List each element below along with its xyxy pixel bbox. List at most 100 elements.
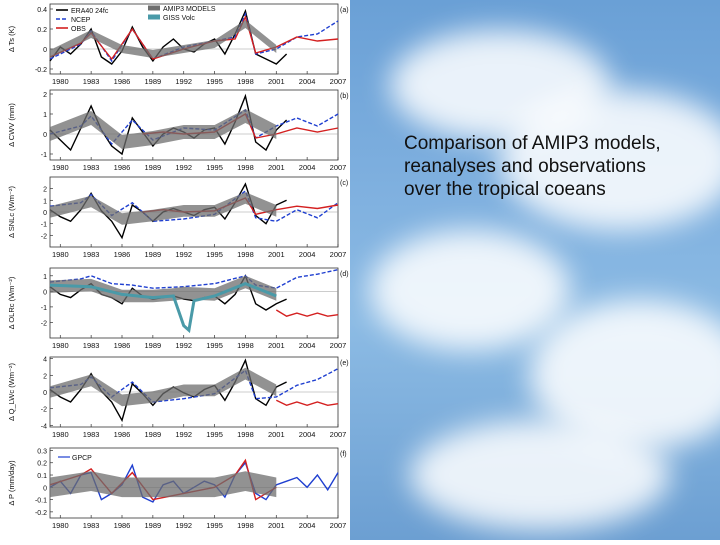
- x-tick-label: 1998: [237, 163, 254, 172]
- y-axis-label: Δ SNLc (Wm⁻²): [7, 186, 16, 238]
- x-tick-label: 2001: [268, 250, 285, 259]
- x-tick-label: 1989: [145, 521, 162, 530]
- x-tick-label: 2007: [330, 77, 347, 86]
- series-band-amip3: [50, 20, 277, 58]
- series-line-giss-volc: [49, 281, 277, 334]
- y-tick-label: -2: [41, 233, 47, 240]
- y-tick-label: -0.2: [35, 510, 47, 517]
- y-tick-label: -1: [41, 222, 47, 229]
- x-tick-label: 2004: [299, 250, 316, 259]
- legend-label: OBS: [71, 26, 86, 33]
- x-tick-label: 1995: [206, 77, 223, 86]
- x-tick-label: 1992: [175, 77, 192, 86]
- x-tick-label: 1992: [175, 521, 192, 530]
- x-tick-label: 1998: [237, 430, 254, 439]
- y-tick-label: 0.4: [37, 7, 47, 14]
- panel-label: (f): [340, 451, 347, 458]
- x-tick-label: 1980: [52, 430, 69, 439]
- y-axis-label: Δ Q_LWc (Wm⁻²): [7, 363, 16, 421]
- x-tick-label: 1986: [114, 163, 131, 172]
- y-tick-label: 1: [43, 112, 47, 119]
- legend-label: GISS Volc: [163, 15, 195, 22]
- x-tick-label: 2001: [268, 341, 285, 350]
- y-tick-label: -2: [41, 320, 47, 327]
- x-tick-label: 1989: [145, 77, 162, 86]
- x-tick-label: 1980: [52, 521, 69, 530]
- y-tick-label: -0.1: [35, 498, 47, 505]
- series-line-obs: [275, 309, 339, 317]
- y-axis-label: Δ P (mm/day): [7, 460, 16, 506]
- x-tick-label: 1989: [145, 163, 162, 172]
- y-tick-label: -1: [41, 152, 47, 159]
- x-tick-label: 2001: [268, 163, 285, 172]
- x-tick-label: 2001: [268, 77, 285, 86]
- x-tick-label: 1995: [206, 250, 223, 259]
- x-tick-label: 1983: [83, 430, 100, 439]
- x-tick-label: 1995: [206, 163, 223, 172]
- y-tick-label: 2: [43, 187, 47, 194]
- y-tick-label: 1: [43, 198, 47, 205]
- x-tick-label: 2001: [268, 521, 285, 530]
- x-tick-label: 1995: [206, 430, 223, 439]
- y-tick-label: 2: [43, 373, 47, 380]
- y-tick-label: -2: [41, 407, 47, 414]
- y-tick-label: 0: [43, 390, 47, 397]
- x-tick-label: 2007: [330, 163, 347, 172]
- x-tick-label: 2007: [330, 521, 347, 530]
- x-tick-label: 1983: [83, 77, 100, 86]
- x-tick-label: 1980: [52, 250, 69, 259]
- x-tick-label: 1995: [206, 521, 223, 530]
- x-tick-label: 1989: [145, 430, 162, 439]
- y-axis-label: Δ OLRc (Wm⁻²): [7, 276, 16, 329]
- y-tick-label: 0: [43, 132, 47, 139]
- y-tick-label: -1: [41, 305, 47, 312]
- x-tick-label: 2004: [299, 77, 316, 86]
- series-band-amip3: [50, 367, 277, 407]
- multi-panel-chart: -0.2 0 0.2 0.4 1980 1983 1986 1989 1992 1995 1998 2…: [7, 3, 349, 530]
- x-tick-label: 2007: [330, 430, 347, 439]
- y-axis-label: Δ CWV (mm): [7, 103, 16, 147]
- x-tick-label: 1986: [114, 250, 131, 259]
- legend-label: AMIP3 MODELS: [163, 6, 216, 13]
- panel-label: (e): [340, 360, 349, 367]
- x-tick-label: 1992: [175, 430, 192, 439]
- y-tick-label: 0.3: [37, 448, 47, 455]
- y-tick-label: -0.2: [35, 67, 47, 74]
- series-band-amip3: [50, 192, 277, 225]
- x-tick-label: 1989: [145, 250, 162, 259]
- x-tick-label: 1989: [145, 341, 162, 350]
- y-tick-label: 0.2: [37, 27, 47, 34]
- x-tick-label: 1983: [83, 250, 100, 259]
- x-tick-label: 2004: [299, 163, 316, 172]
- x-tick-label: 1986: [114, 430, 131, 439]
- caption-text: Comparison of AMIP3 models, reanalyses a…: [404, 133, 661, 200]
- y-tick-label: 4: [43, 357, 47, 364]
- x-tick-label: 2007: [330, 250, 347, 259]
- legend-label: NCEP: [71, 17, 91, 24]
- x-tick-label: 1983: [83, 521, 100, 530]
- series-band-amip3: [50, 471, 277, 498]
- x-tick-label: 1980: [52, 341, 69, 350]
- x-tick-label: 1983: [83, 341, 100, 350]
- x-tick-label: 1986: [114, 77, 131, 86]
- legend-label: GPCP: [72, 455, 92, 462]
- y-tick-label: 0: [43, 485, 47, 492]
- y-tick-label: 0.1: [37, 473, 47, 480]
- panel-label: (d): [340, 271, 349, 278]
- x-tick-label: 1992: [175, 250, 192, 259]
- series-line-ncep: [49, 268, 339, 289]
- x-tick-label: 2004: [299, 430, 316, 439]
- x-tick-label: 1995: [206, 341, 223, 350]
- x-tick-label: 1998: [237, 250, 254, 259]
- y-tick-label: 0.2: [37, 461, 47, 468]
- y-tick-label: 0: [43, 289, 47, 296]
- x-tick-label: 1998: [237, 521, 254, 530]
- panel-label: (a): [340, 7, 349, 14]
- y-tick-label: 0: [43, 47, 47, 54]
- x-tick-label: 2004: [299, 521, 316, 530]
- series-line-obs: [275, 399, 339, 407]
- x-tick-label: 2004: [299, 341, 316, 350]
- x-tick-label: 2007: [330, 341, 347, 350]
- y-tick-label: 2: [43, 92, 47, 99]
